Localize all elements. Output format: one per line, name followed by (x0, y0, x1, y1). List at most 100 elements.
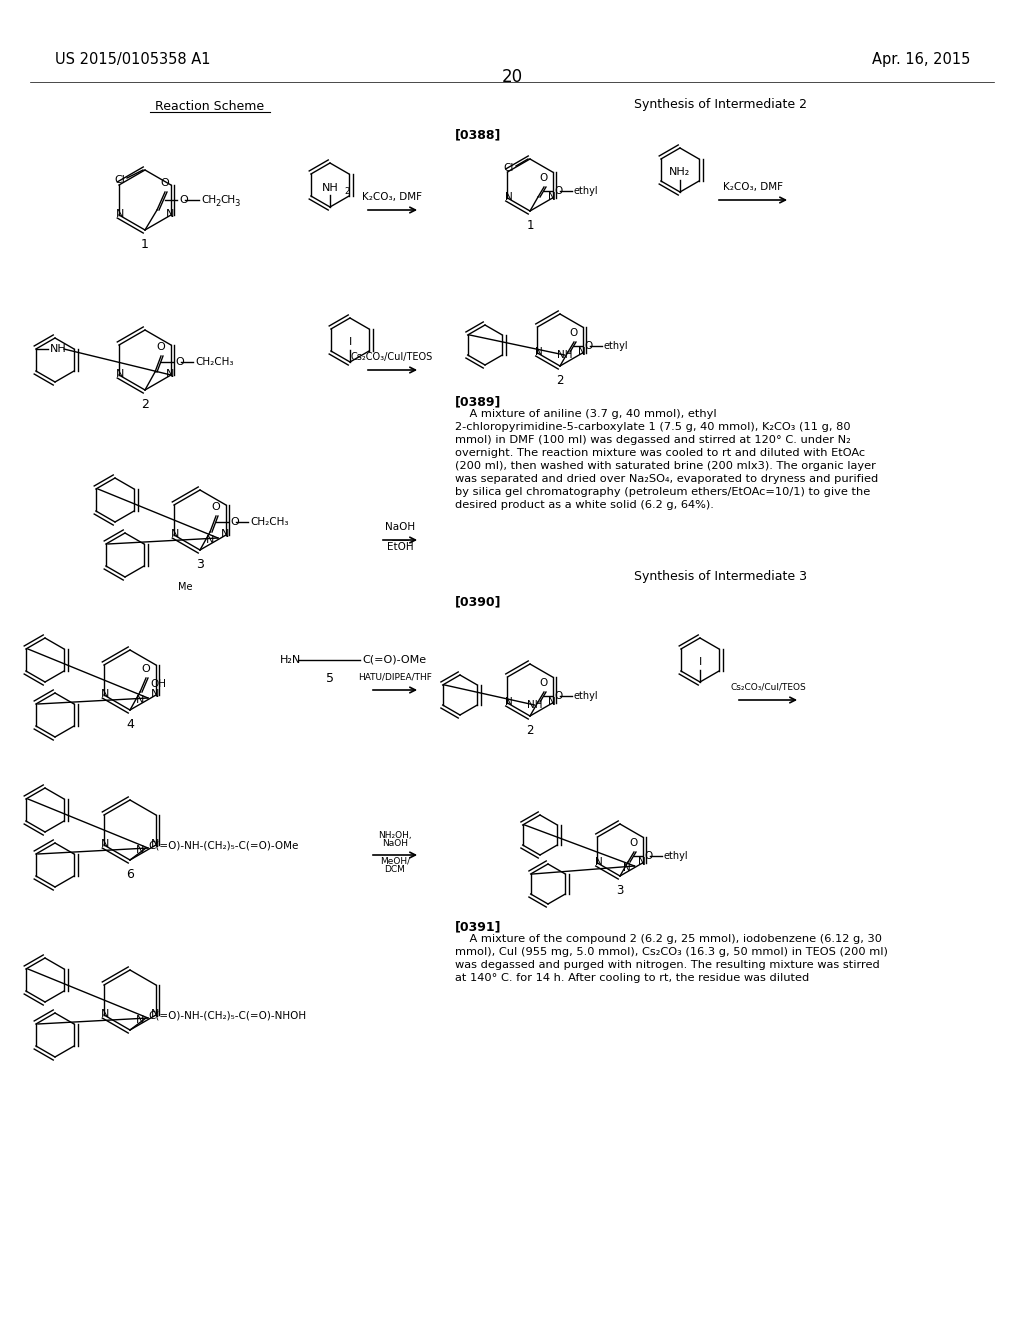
Text: 20: 20 (502, 69, 522, 86)
Text: Synthesis of Intermediate 3: Synthesis of Intermediate 3 (634, 570, 807, 583)
Text: N: N (578, 347, 586, 356)
Text: [0389]: [0389] (455, 395, 502, 408)
Text: N: N (166, 370, 174, 379)
Text: NH: NH (557, 350, 572, 360)
Text: N: N (171, 529, 179, 539)
Text: O: O (584, 341, 592, 351)
Text: 1: 1 (141, 238, 148, 251)
Text: Cl: Cl (114, 176, 125, 185)
Text: Cs₂CO₃/CuI/TEOS: Cs₂CO₃/CuI/TEOS (351, 352, 433, 362)
Text: 2: 2 (556, 374, 564, 387)
Text: N: N (595, 857, 602, 867)
Text: O: O (554, 186, 562, 195)
Text: 1: 1 (526, 219, 534, 232)
Text: US 2015/0105358 A1: US 2015/0105358 A1 (55, 51, 211, 67)
Text: N: N (221, 529, 229, 539)
Text: ethyl: ethyl (574, 690, 599, 701)
Text: 2: 2 (526, 723, 534, 737)
Text: MeOH/: MeOH/ (380, 857, 410, 866)
Text: O: O (230, 517, 239, 527)
Text: N: N (623, 863, 631, 873)
Text: K₂CO₃, DMF: K₂CO₃, DMF (362, 191, 422, 202)
Text: C(=O)-OMe: C(=O)-OMe (362, 655, 426, 665)
Text: O: O (644, 851, 652, 861)
Text: 6: 6 (126, 869, 134, 880)
Text: CH₂CH₃: CH₂CH₃ (195, 356, 233, 367)
Text: Cs₂CO₃/CuI/TEOS: Cs₂CO₃/CuI/TEOS (730, 682, 806, 692)
Text: O: O (175, 356, 183, 367)
Text: O: O (212, 502, 220, 512)
Text: 3: 3 (616, 884, 624, 898)
Text: N: N (638, 857, 645, 867)
Text: O: O (554, 690, 562, 701)
Text: (200 ml), then washed with saturated brine (200 mlx3). The organic layer: (200 ml), then washed with saturated bri… (455, 461, 876, 471)
Text: N: N (166, 209, 174, 219)
Text: K₂CO₃, DMF: K₂CO₃, DMF (723, 182, 783, 191)
Text: desired product as a white solid (6.2 g, 64%).: desired product as a white solid (6.2 g,… (455, 500, 714, 510)
Text: I: I (698, 657, 701, 667)
Text: N: N (151, 689, 159, 700)
Text: C(=O)-NH-(CH₂)₅-C(=O)-OMe: C(=O)-NH-(CH₂)₅-C(=O)-OMe (148, 841, 298, 851)
Text: O: O (157, 342, 165, 352)
Text: NaOH: NaOH (385, 521, 415, 532)
Text: at 140° C. for 14 h. After cooling to rt, the residue was diluted: at 140° C. for 14 h. After cooling to rt… (455, 973, 809, 983)
Text: N: N (548, 191, 555, 202)
Text: CH: CH (220, 195, 236, 205)
Text: C(=O)-NH-(CH₂)₅-C(=O)-NHOH: C(=O)-NH-(CH₂)₅-C(=O)-NHOH (148, 1011, 306, 1020)
Text: ethyl: ethyl (574, 186, 599, 195)
Text: Reaction Scheme: Reaction Scheme (156, 100, 264, 114)
Text: 3: 3 (196, 558, 204, 572)
Text: N: N (535, 347, 543, 356)
Text: N: N (206, 535, 214, 545)
Text: NH: NH (322, 183, 338, 193)
Text: I: I (348, 337, 351, 347)
Text: O: O (161, 178, 169, 187)
Text: H₂N: H₂N (280, 655, 301, 665)
Text: DCM: DCM (385, 865, 406, 874)
Text: O: O (630, 838, 638, 847)
Text: Cl: Cl (504, 162, 514, 173)
Text: N: N (505, 191, 512, 202)
Text: NH: NH (50, 345, 67, 354)
Text: A mixture of aniline (3.7 g, 40 mmol), ethyl: A mixture of aniline (3.7 g, 40 mmol), e… (455, 409, 717, 418)
Text: NaOH: NaOH (382, 840, 408, 847)
Text: CH: CH (201, 195, 216, 205)
Text: 5: 5 (326, 672, 334, 685)
Text: O: O (540, 173, 548, 183)
Text: N: N (505, 697, 512, 708)
Text: [0390]: [0390] (455, 595, 502, 609)
Text: [0388]: [0388] (455, 128, 502, 141)
Text: NH: NH (527, 700, 543, 710)
Text: 2: 2 (344, 187, 349, 195)
Text: NH₂: NH₂ (670, 168, 690, 177)
Text: by silica gel chromatography (petroleum ethers/EtOAc=10/1) to give the: by silica gel chromatography (petroleum … (455, 487, 870, 498)
Text: overnight. The reaction mixture was cooled to rt and diluted with EtOAc: overnight. The reaction mixture was cool… (455, 447, 865, 458)
Text: O: O (141, 664, 151, 675)
Text: N: N (116, 370, 124, 379)
Text: N: N (100, 689, 110, 700)
Text: [0391]: [0391] (455, 920, 502, 933)
Text: A mixture of the compound 2 (6.2 g, 25 mmol), iodobenzene (6.12 g, 30: A mixture of the compound 2 (6.2 g, 25 m… (455, 935, 882, 944)
Text: N: N (135, 1015, 144, 1026)
Text: 4: 4 (126, 718, 134, 731)
Text: O: O (179, 195, 187, 205)
Text: ethyl: ethyl (604, 341, 629, 351)
Text: CH₂CH₃: CH₂CH₃ (250, 517, 289, 527)
Text: N: N (100, 1008, 110, 1019)
Text: Me: Me (178, 582, 193, 591)
Text: OH: OH (150, 678, 166, 689)
Text: was degassed and purged with nitrogen. The resulting mixture was stirred: was degassed and purged with nitrogen. T… (455, 960, 880, 970)
Text: NH₂OH,: NH₂OH, (378, 832, 412, 840)
Text: 2: 2 (215, 198, 220, 207)
Text: mmol) in DMF (100 ml) was degassed and stirred at 120° C. under N₂: mmol) in DMF (100 ml) was degassed and s… (455, 436, 851, 445)
Text: 2-chloropyrimidine-5-carboxylate 1 (7.5 g, 40 mmol), K₂CO₃ (11 g, 80: 2-chloropyrimidine-5-carboxylate 1 (7.5 … (455, 422, 851, 432)
Text: Synthesis of Intermediate 2: Synthesis of Intermediate 2 (634, 98, 807, 111)
Text: was separated and dried over Na₂SO₄, evaporated to dryness and purified: was separated and dried over Na₂SO₄, eva… (455, 474, 879, 484)
Text: mmol), CuI (955 mg, 5.0 mmol), Cs₂CO₃ (16.3 g, 50 mmol) in TEOS (200 ml): mmol), CuI (955 mg, 5.0 mmol), Cs₂CO₃ (1… (455, 946, 888, 957)
Text: O: O (540, 678, 548, 688)
Text: 3: 3 (234, 198, 240, 207)
Text: N: N (116, 209, 124, 219)
Text: EtOH: EtOH (387, 543, 414, 552)
Text: Apr. 16, 2015: Apr. 16, 2015 (871, 51, 970, 67)
Text: N: N (135, 696, 144, 705)
